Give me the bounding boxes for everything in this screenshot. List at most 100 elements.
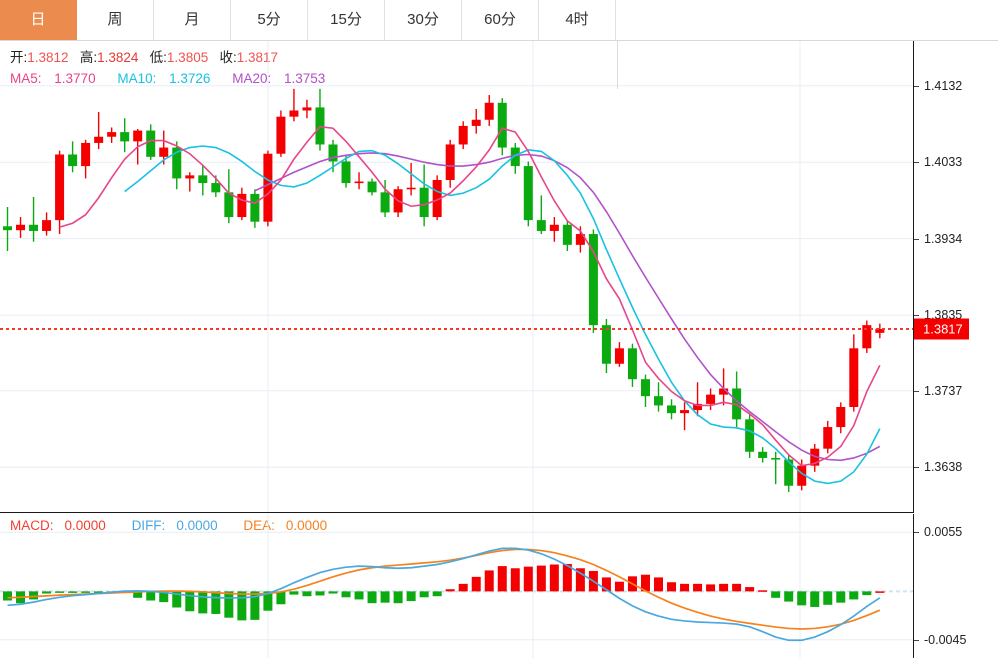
tab-2[interactable]: 月 bbox=[154, 0, 231, 40]
ma10-value: 1.3726 bbox=[169, 71, 211, 86]
macd-histogram-bar bbox=[680, 583, 690, 592]
ma5-value: 1.3770 bbox=[54, 71, 96, 86]
macd-axis-label: 0.0055 bbox=[924, 525, 963, 540]
candle-body bbox=[588, 234, 598, 326]
open-value: 1.3812 bbox=[27, 50, 69, 65]
macd-axis-label: -0.0045 bbox=[924, 632, 967, 647]
tab-6[interactable]: 60分 bbox=[462, 0, 539, 40]
price-axis-label: 1.3638 bbox=[924, 460, 963, 475]
macd-value: 0.0000 bbox=[64, 518, 106, 533]
tab-7[interactable]: 4时 bbox=[539, 0, 616, 40]
tab-5[interactable]: 30分 bbox=[385, 0, 462, 40]
ma5-line bbox=[59, 125, 881, 467]
macd-histogram-bar bbox=[42, 591, 52, 594]
candle-body bbox=[185, 175, 195, 179]
macd-histogram-bar bbox=[640, 574, 650, 592]
macd-readout-dea: DEA: 0.0000 bbox=[243, 518, 338, 533]
tab-3[interactable]: 5分 bbox=[231, 0, 308, 40]
period-tabbar: 日周月 5分 15分 30分 60分 4时 bbox=[0, 0, 998, 41]
macd-histogram-bar bbox=[237, 591, 247, 621]
macd-histogram-bar bbox=[341, 591, 351, 598]
ma10-line bbox=[124, 145, 881, 485]
macd-histogram-bar bbox=[3, 591, 12, 601]
macd-chart-panel[interactable] bbox=[0, 514, 913, 658]
macd-histogram-bar bbox=[719, 583, 729, 592]
macd-histogram-bar bbox=[758, 590, 768, 592]
ma20-readout: MA20: 1.3753 bbox=[232, 71, 334, 86]
macd-histogram-bar bbox=[797, 591, 807, 606]
candle-body bbox=[706, 394, 716, 404]
candle-body bbox=[29, 224, 39, 231]
macd-histogram-bar bbox=[614, 581, 624, 592]
price-axis-label: 1.4033 bbox=[924, 155, 963, 170]
macd-axis: 0.0055 -0.0045 bbox=[913, 514, 998, 658]
macd-histogram-bar bbox=[380, 591, 390, 603]
candle-body bbox=[719, 388, 729, 395]
candle-body bbox=[484, 102, 494, 120]
ma5-label: MA5: bbox=[10, 71, 42, 86]
macd-readout-diff: DIFF: 0.0000 bbox=[132, 518, 229, 533]
candle-body bbox=[680, 410, 690, 414]
macd-histogram-bar bbox=[810, 591, 820, 607]
candle-body bbox=[276, 116, 286, 154]
candle-body bbox=[549, 224, 559, 231]
macd-histogram-bar bbox=[732, 583, 742, 592]
macd-histogram-bar bbox=[185, 591, 195, 612]
candle-body bbox=[758, 451, 768, 458]
candle-body bbox=[380, 192, 390, 213]
candle-body bbox=[771, 457, 781, 460]
macd-histogram-bar bbox=[862, 591, 872, 596]
macd-histogram-bar bbox=[445, 589, 455, 592]
macd-histogram-bar bbox=[771, 591, 781, 598]
macd-axis-tick bbox=[914, 532, 919, 534]
candle-body bbox=[250, 193, 260, 222]
macd-histogram-bar bbox=[328, 591, 338, 594]
candle-body bbox=[328, 144, 338, 162]
macd-plot bbox=[0, 514, 913, 658]
macd-histogram-bar bbox=[146, 591, 156, 601]
macd-histogram-bar bbox=[510, 568, 520, 592]
price-axis-tick bbox=[914, 467, 919, 469]
macd-histogram-bar bbox=[536, 565, 546, 592]
ma10-label: MA10: bbox=[117, 71, 157, 86]
macd-histogram-bar bbox=[29, 591, 39, 600]
tab-1[interactable]: 周 bbox=[77, 0, 154, 40]
candle-body bbox=[302, 107, 312, 111]
current-price-badge: 1.3817 bbox=[914, 318, 969, 340]
diff-line bbox=[7, 547, 881, 642]
candle-body bbox=[849, 348, 859, 407]
macd-histogram-bar bbox=[315, 591, 325, 596]
macd-histogram-bar bbox=[654, 577, 663, 592]
macd-histogram-bar bbox=[784, 591, 794, 602]
candle-body bbox=[510, 147, 520, 167]
candle-body bbox=[263, 153, 273, 222]
macd-histogram-bar bbox=[133, 591, 143, 598]
candle-body bbox=[797, 465, 807, 486]
candle-body bbox=[289, 110, 299, 117]
macd-histogram-bar bbox=[745, 587, 755, 592]
candle-body bbox=[3, 226, 12, 231]
macd-histogram-bar bbox=[706, 584, 716, 592]
ma20-label: MA20: bbox=[232, 71, 272, 86]
macd-histogram-bar bbox=[276, 591, 286, 605]
macd-histogram-bar bbox=[159, 591, 169, 603]
price-chart-panel[interactable] bbox=[0, 41, 913, 513]
tab-0[interactable]: 日 bbox=[0, 0, 77, 40]
macd-histogram-bar bbox=[836, 591, 846, 603]
candle-body bbox=[354, 181, 364, 184]
candle-body bbox=[654, 396, 663, 406]
ma-row: MA5: 1.3770 MA10: 1.3726 MA20: 1.3753 bbox=[10, 69, 343, 88]
macd-histogram-bar bbox=[601, 577, 611, 592]
price-axis-tick bbox=[914, 85, 919, 87]
candle-body bbox=[68, 154, 78, 167]
macd-histogram-bar bbox=[289, 591, 299, 595]
macd-histogram-bar bbox=[693, 583, 703, 592]
macd-histogram-bar bbox=[575, 568, 585, 592]
macd-histogram-bar bbox=[875, 591, 885, 593]
macd-histogram-bar bbox=[849, 591, 859, 600]
dea-label: DEA: bbox=[243, 518, 275, 533]
tab-4[interactable]: 15分 bbox=[308, 0, 385, 40]
candle-body bbox=[614, 348, 624, 364]
close-label: 收: bbox=[219, 50, 237, 65]
macd-axis-tick bbox=[914, 639, 919, 641]
